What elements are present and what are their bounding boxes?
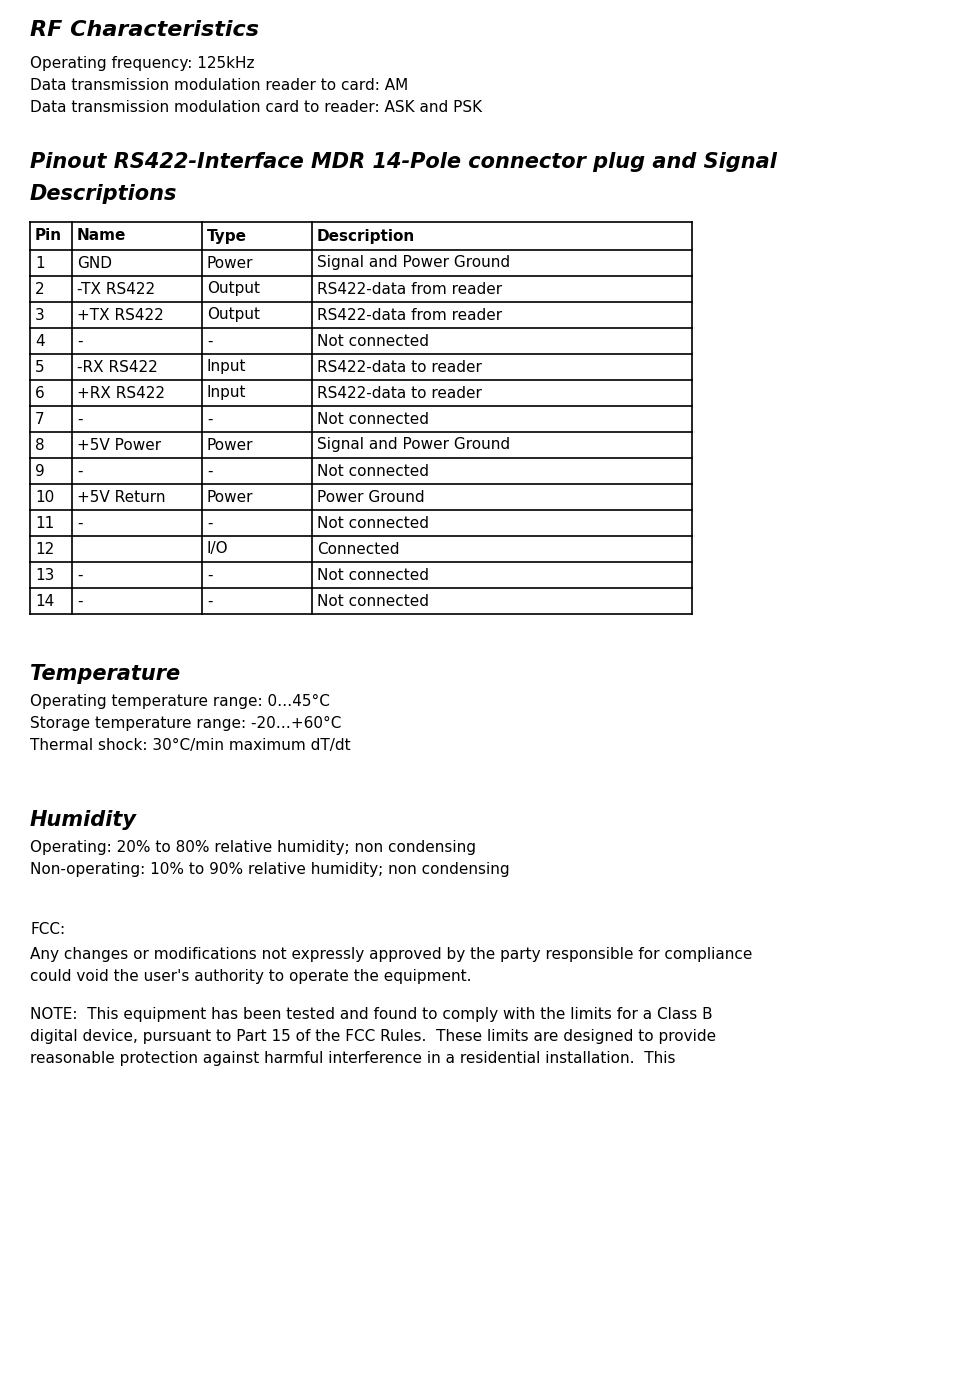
Text: Input: Input <box>207 385 247 400</box>
Text: -: - <box>207 567 212 582</box>
Text: -: - <box>77 463 83 478</box>
Text: Signal and Power Ground: Signal and Power Ground <box>317 438 510 453</box>
Text: Power Ground: Power Ground <box>317 489 425 505</box>
Text: 10: 10 <box>35 489 54 505</box>
Text: Power: Power <box>207 438 254 453</box>
Text: 5: 5 <box>35 360 44 374</box>
Text: -: - <box>77 516 83 531</box>
Text: Not connected: Not connected <box>317 334 429 349</box>
Text: 6: 6 <box>35 385 45 400</box>
Text: +5V Power: +5V Power <box>77 438 161 453</box>
Text: I/O: I/O <box>207 542 229 556</box>
Text: +5V Return: +5V Return <box>77 489 165 505</box>
Text: Name: Name <box>77 228 127 243</box>
Text: Power: Power <box>207 256 254 271</box>
Text: -: - <box>77 334 83 349</box>
Text: -: - <box>207 463 212 478</box>
Text: RS422-data from reader: RS422-data from reader <box>317 307 503 322</box>
Text: -: - <box>77 567 83 582</box>
Text: GND: GND <box>77 256 112 271</box>
Text: RS422-data to reader: RS422-data to reader <box>317 360 481 374</box>
Text: Description: Description <box>317 228 415 243</box>
Text: Descriptions: Descriptions <box>30 183 178 204</box>
Text: 14: 14 <box>35 594 54 609</box>
Text: Operating temperature range: 0…45°C: Operating temperature range: 0…45°C <box>30 694 330 709</box>
Text: Type: Type <box>207 228 247 243</box>
Text: Operating frequency: 125kHz: Operating frequency: 125kHz <box>30 56 255 71</box>
Text: -TX RS422: -TX RS422 <box>77 282 155 296</box>
Text: NOTE:  This equipment has been tested and found to comply with the limits for a : NOTE: This equipment has been tested and… <box>30 1006 713 1022</box>
Text: Connected: Connected <box>317 542 400 556</box>
Text: +TX RS422: +TX RS422 <box>77 307 163 322</box>
Text: Not connected: Not connected <box>317 567 429 582</box>
Text: 1: 1 <box>35 256 44 271</box>
Text: Thermal shock: 30°C/min maximum dT/dt: Thermal shock: 30°C/min maximum dT/dt <box>30 738 351 753</box>
Text: -: - <box>207 594 212 609</box>
Text: Input: Input <box>207 360 247 374</box>
Text: Data transmission modulation reader to card: AM: Data transmission modulation reader to c… <box>30 78 408 93</box>
Text: Not connected: Not connected <box>317 463 429 478</box>
Text: reasonable protection against harmful interference in a residential installation: reasonable protection against harmful in… <box>30 1051 676 1066</box>
Text: FCC:: FCC: <box>30 922 65 937</box>
Text: +RX RS422: +RX RS422 <box>77 385 165 400</box>
Text: RS422-data to reader: RS422-data to reader <box>317 385 481 400</box>
Text: -: - <box>207 516 212 531</box>
Text: Not connected: Not connected <box>317 594 429 609</box>
Text: Data transmission modulation card to reader: ASK and PSK: Data transmission modulation card to rea… <box>30 100 482 115</box>
Text: Not connected: Not connected <box>317 411 429 427</box>
Text: -: - <box>77 411 83 427</box>
Text: -RX RS422: -RX RS422 <box>77 360 158 374</box>
Text: -: - <box>207 411 212 427</box>
Text: Any changes or modifications not expressly approved by the party responsible for: Any changes or modifications not express… <box>30 947 752 962</box>
Text: Temperature: Temperature <box>30 664 180 684</box>
Text: could void the user's authority to operate the equipment.: could void the user's authority to opera… <box>30 969 472 984</box>
Text: 12: 12 <box>35 542 54 556</box>
Text: Output: Output <box>207 282 260 296</box>
Text: Storage temperature range: -20…+60°C: Storage temperature range: -20…+60°C <box>30 716 341 731</box>
Text: Humidity: Humidity <box>30 810 137 830</box>
Text: 13: 13 <box>35 567 55 582</box>
Text: 2: 2 <box>35 282 44 296</box>
Text: Output: Output <box>207 307 260 322</box>
Text: -: - <box>207 334 212 349</box>
Text: 11: 11 <box>35 516 54 531</box>
Text: Signal and Power Ground: Signal and Power Ground <box>317 256 510 271</box>
Text: RS422-data from reader: RS422-data from reader <box>317 282 503 296</box>
Text: 7: 7 <box>35 411 44 427</box>
Text: 3: 3 <box>35 307 45 322</box>
Text: 8: 8 <box>35 438 44 453</box>
Text: Not connected: Not connected <box>317 516 429 531</box>
Text: Pinout RS422-Interface MDR 14-Pole connector plug and Signal: Pinout RS422-Interface MDR 14-Pole conne… <box>30 152 776 172</box>
Text: 4: 4 <box>35 334 44 349</box>
Text: Operating: 20% to 80% relative humidity; non condensing: Operating: 20% to 80% relative humidity;… <box>30 840 476 855</box>
Text: RF Characteristics: RF Characteristics <box>30 19 259 40</box>
Text: 9: 9 <box>35 463 45 478</box>
Text: -: - <box>77 594 83 609</box>
Text: digital device, pursuant to Part 15 of the FCC Rules.  These limits are designed: digital device, pursuant to Part 15 of t… <box>30 1029 716 1044</box>
Text: Power: Power <box>207 489 254 505</box>
Text: Non-operating: 10% to 90% relative humidity; non condensing: Non-operating: 10% to 90% relative humid… <box>30 862 509 877</box>
Text: Pin: Pin <box>35 228 62 243</box>
